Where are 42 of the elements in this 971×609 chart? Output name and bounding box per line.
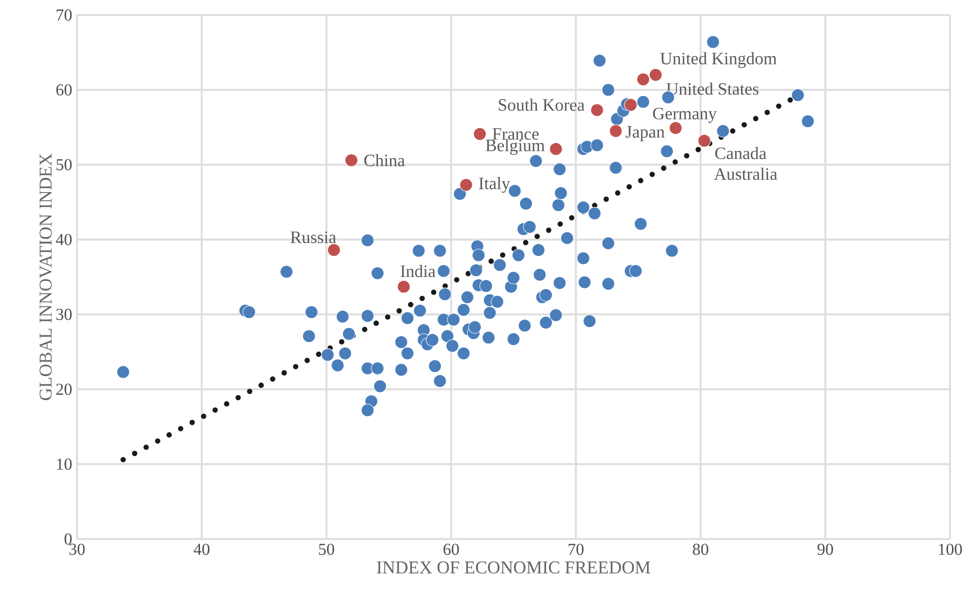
- y-tick-label: 50: [56, 159, 72, 170]
- point: [327, 244, 340, 257]
- y-tick-label: 20: [56, 384, 72, 395]
- annotation: Canada: [715, 146, 766, 160]
- annotation: Japan: [626, 126, 665, 142]
- y-tick-label: 10: [57, 458, 72, 470]
- point: [649, 68, 662, 82]
- point: [590, 104, 604, 117]
- y-tick-label: 30: [56, 308, 72, 320]
- annotation: Germany: [653, 108, 717, 123]
- y-tick-label: 70: [56, 9, 72, 21]
- annotation: India: [400, 264, 436, 278]
- point: [698, 134, 711, 148]
- annotation: United Kingdom: [660, 52, 777, 68]
- annotation: Australia: [714, 168, 778, 180]
- x-tick-label: 100: [938, 544, 962, 555]
- annotation: China: [364, 154, 405, 166]
- point: [344, 154, 358, 167]
- y-tick-label: 60: [56, 84, 72, 96]
- annotation: Belgium: [486, 139, 545, 155]
- x-tick-label: 90: [817, 544, 833, 555]
- x-tick-label: 70: [568, 544, 584, 555]
- point: [624, 98, 638, 112]
- x-axis-title: INDEX OF ECONOMIC FREEDOM: [376, 561, 650, 574]
- x-tick-label: 50: [319, 544, 334, 555]
- point: [636, 72, 650, 86]
- point: [609, 124, 622, 138]
- y-tick-label: 0: [64, 533, 72, 545]
- point: [460, 178, 473, 192]
- annotation: France: [492, 128, 539, 140]
- annotation: South Korea: [498, 98, 585, 111]
- x-tick-label: 40: [194, 544, 210, 555]
- annotation: Italy: [479, 177, 510, 193]
- x-tick-label: 80: [692, 544, 708, 555]
- point: [549, 142, 562, 156]
- annotation: Russia: [290, 231, 336, 244]
- y-tick-label: 40: [56, 234, 72, 246]
- point: [397, 280, 410, 294]
- x-tick-label: 60: [444, 544, 459, 555]
- x-tick-label: 30: [69, 544, 85, 555]
- y-axis-title: GLOBAL INNOVATION INDEX: [40, 154, 52, 400]
- point: [473, 127, 486, 141]
